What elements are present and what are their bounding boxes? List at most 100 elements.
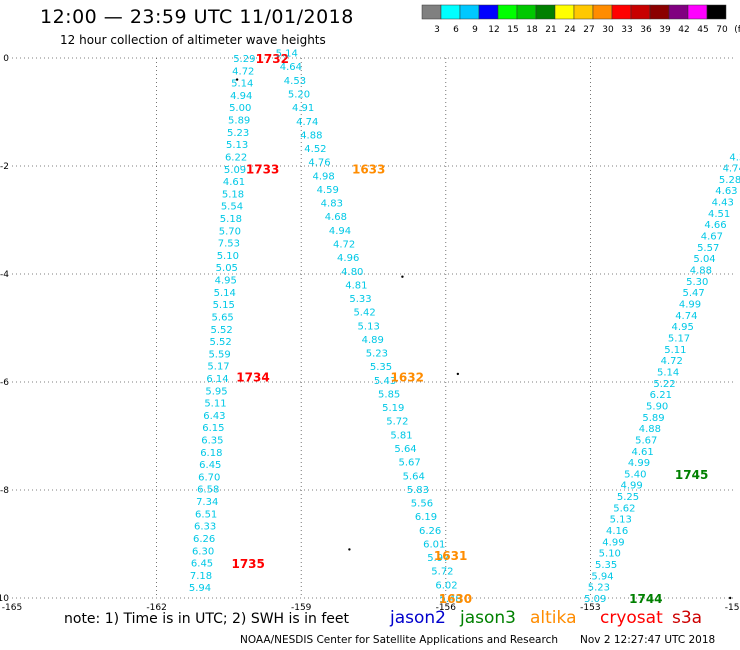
swh-value: 5.14 bbox=[231, 79, 253, 90]
legend-label: 42 bbox=[678, 25, 689, 35]
swh-value: 5.17 bbox=[207, 362, 229, 373]
credit-text: NOAA/NESDIS Center for Satellite Applica… bbox=[240, 634, 558, 646]
y-tick-label: -6 bbox=[0, 378, 9, 388]
swh-value: 5.85 bbox=[378, 389, 400, 400]
swh-value: 4.83 bbox=[321, 199, 343, 210]
swh-value: 5.04 bbox=[693, 254, 715, 265]
swh-value: 5.22 bbox=[653, 379, 675, 390]
legend-swatch bbox=[554, 4, 575, 20]
swh-value: 6.51 bbox=[195, 509, 217, 520]
swh-value: 5.05 bbox=[216, 263, 238, 274]
swh-value: 5.95 bbox=[205, 386, 227, 397]
swh-value: 5.97 bbox=[427, 553, 449, 564]
x-tick-label: -159 bbox=[291, 603, 312, 613]
swh-value: 5.14 bbox=[276, 49, 298, 60]
swh-value: 6.01 bbox=[423, 539, 445, 550]
swh-value: 5.30 bbox=[686, 277, 708, 288]
page-subtitle: 12 hour collection of altimeter wave hei… bbox=[60, 33, 326, 47]
swh-value: 5.18 bbox=[220, 214, 242, 225]
legend-swatch bbox=[497, 4, 518, 20]
swh-value: 4.52 bbox=[304, 144, 326, 155]
legend-label: 21 bbox=[545, 25, 556, 35]
swh-value: 5.15 bbox=[213, 300, 235, 311]
swh-value: 4.88 bbox=[690, 266, 712, 277]
legend-swatch bbox=[649, 4, 670, 20]
swh-value: 6.26 bbox=[193, 534, 215, 545]
swh-value: 5.94 bbox=[189, 583, 211, 594]
legend-label: 12 bbox=[488, 25, 499, 35]
swh-value: 4.72 bbox=[333, 239, 355, 250]
swh-value: 5.10 bbox=[217, 251, 239, 262]
legend-swatch bbox=[668, 4, 689, 20]
swh-value: 5.47 bbox=[682, 288, 704, 299]
swh-value: 5.70 bbox=[219, 226, 241, 237]
y-tick-label: -8 bbox=[0, 486, 9, 496]
swh-value: 6.58 bbox=[197, 485, 219, 496]
legend-swatch bbox=[535, 4, 556, 20]
swh-value: 5.89 bbox=[228, 116, 250, 127]
swh-value: 4.61 bbox=[631, 447, 653, 458]
swh-value: 4.67 bbox=[701, 232, 723, 243]
swh-value: 5.40 bbox=[624, 469, 646, 480]
swh-value: 4.96 bbox=[337, 253, 359, 264]
swh-value: 4.99 bbox=[621, 481, 643, 492]
swh-value: 4.53 bbox=[284, 76, 306, 87]
swh-value: 4.98 bbox=[312, 171, 334, 182]
swh-value: 5.13 bbox=[226, 140, 248, 151]
legend-label: 33 bbox=[621, 25, 632, 35]
pass-time-label: 1734 bbox=[236, 371, 269, 385]
swh-value: 4.99 bbox=[602, 537, 624, 548]
swh-value: 5.89 bbox=[642, 413, 664, 424]
swh-value: 6.30 bbox=[192, 546, 214, 557]
pass-time-label: 1735 bbox=[231, 557, 264, 571]
swh-value: 6.43 bbox=[203, 411, 225, 422]
swh-value: 5.67 bbox=[399, 458, 421, 469]
legend-swatch bbox=[573, 4, 594, 20]
y-tick-label: -10 bbox=[0, 594, 9, 604]
swh-value: 5.09 bbox=[584, 594, 606, 605]
swh-value: 5.67 bbox=[635, 435, 657, 446]
swh-value: 5.43 bbox=[374, 376, 396, 387]
pass-time-label: 1630 bbox=[439, 592, 472, 606]
legend-label: 3 bbox=[434, 25, 440, 35]
swh-value: 6.02 bbox=[435, 580, 457, 591]
pass-time-label: 1732 bbox=[256, 52, 289, 66]
legend-label: (ft) bbox=[734, 25, 740, 35]
pass-time-label: 1631 bbox=[434, 549, 467, 563]
swh-value: 5.56 bbox=[411, 499, 433, 510]
swh-value: 5.14 bbox=[657, 367, 679, 378]
swh-value: 7.53 bbox=[218, 239, 240, 250]
swh-value: 5.23 bbox=[366, 349, 388, 360]
swh-value: 4.43 bbox=[712, 198, 734, 209]
swh-value: 4.61 bbox=[223, 177, 245, 188]
swh-value: 6.35 bbox=[201, 436, 223, 447]
legend-label: 9 bbox=[472, 25, 478, 35]
swh-value: 5.13 bbox=[610, 515, 632, 526]
legend-swatch bbox=[459, 4, 480, 20]
swh-value: 5.57 bbox=[697, 243, 719, 254]
swh-value: 5.11 bbox=[664, 345, 686, 356]
swh-value: 6.70 bbox=[198, 472, 220, 483]
swh-value: 6.15 bbox=[202, 423, 224, 434]
swh-value: 5.81 bbox=[390, 430, 412, 441]
swh-value: 5.29 bbox=[233, 54, 255, 65]
swh-value: 5.17 bbox=[668, 333, 690, 344]
swh-value: 5.23 bbox=[227, 128, 249, 139]
legend-swatch bbox=[706, 4, 727, 20]
swh-value: 6.45 bbox=[191, 559, 213, 570]
swh-value: 4.63 bbox=[715, 186, 737, 197]
legend-label: 39 bbox=[659, 25, 671, 35]
swh-value: 5.64 bbox=[394, 444, 416, 455]
swh-value: 4.91 bbox=[292, 103, 314, 114]
swh-value: 4.76 bbox=[308, 158, 330, 169]
legend-jason2: jason2 bbox=[390, 608, 446, 628]
swh-value: 4.89 bbox=[362, 335, 384, 346]
swh-value: 5.11 bbox=[204, 399, 226, 410]
legend-swatch bbox=[687, 4, 708, 20]
swh-value: 5.72 bbox=[386, 417, 408, 428]
swh-value: 4.81 bbox=[345, 280, 367, 291]
legend-label: 18 bbox=[526, 25, 538, 35]
swh-value: 4.99 bbox=[679, 300, 701, 311]
swh-value: 4.68 bbox=[325, 212, 347, 223]
